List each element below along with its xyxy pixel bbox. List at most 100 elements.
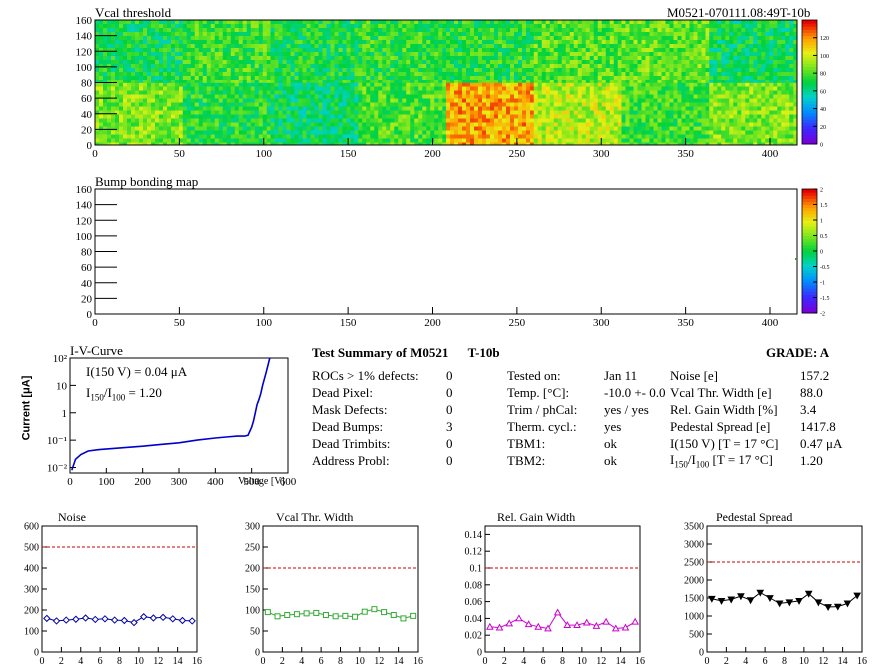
vcal-heatmap-cell — [577, 76, 583, 81]
vcal-heatmap-cell — [577, 106, 583, 111]
vcal-heatmap-cell — [322, 94, 327, 99]
vcal-heatmap-cell — [705, 102, 710, 107]
vcal-heatmap-cell — [677, 142, 682, 146]
vcal-heatmap-cell — [378, 106, 383, 111]
vcal-heatmap-cell — [577, 20, 583, 25]
vcal-heatmap-cell — [637, 102, 642, 107]
vcal-heatmap-cell — [541, 118, 547, 123]
vcal-heatmap-cell — [290, 98, 295, 103]
vcal-heatmap-cell — [206, 106, 212, 111]
vcal-heatmap-cell — [438, 102, 443, 107]
vcal-heatmap-cell — [486, 110, 491, 115]
vcal-heatmap-cell — [474, 134, 479, 139]
vcal-heatmap-cell — [414, 130, 419, 135]
vcal-heatmap-cell — [362, 32, 367, 37]
vcal-heatmap-cell — [553, 28, 559, 33]
vcal-heatmap-cell — [382, 122, 387, 127]
vcal-heatmap-cell — [617, 28, 622, 33]
vcal-heatmap-cell — [306, 130, 311, 135]
vcal-heatmap-cell — [306, 142, 311, 146]
vcal-heatmap-cell — [530, 36, 535, 41]
vcal-heatmap-cell — [115, 82, 120, 87]
vcal-heatmap-cell — [246, 122, 252, 127]
vcal-heatmap-cell — [494, 80, 499, 83]
vcal-heatmap-cell — [246, 110, 252, 115]
vcal-heatmap-cell — [777, 94, 782, 99]
vcal-heatmap-cell — [777, 118, 782, 123]
vcal-heatmap-cell — [510, 134, 515, 139]
vcal-heatmap-cell — [171, 126, 176, 131]
vcal-heatmap-cell — [222, 64, 228, 69]
vcal-heatmap-cell — [326, 126, 331, 131]
vcal-heatmap-cell — [278, 102, 283, 107]
vcal-heatmap-cell — [318, 134, 323, 139]
vcal-heatmap-cell — [625, 28, 630, 33]
vcal-heatmap-cell — [573, 126, 579, 131]
vcal-heatmap-cell — [561, 28, 567, 33]
vcal-heatmap-cell — [689, 82, 694, 87]
vcal-heatmap-cell — [147, 142, 152, 146]
vcal-heatmap-cell — [115, 134, 120, 139]
vcal-heatmap-cell — [314, 130, 319, 135]
vcal-heatmap-cell — [262, 86, 268, 91]
vcal-heatmap-cell — [222, 60, 228, 65]
vcal-heatmap-cell — [214, 28, 220, 33]
vcal-heatmap-cell — [478, 68, 483, 73]
vcal-heatmap-cell — [143, 20, 148, 25]
vcal-heatmap-cell — [262, 76, 268, 81]
vcal-heatmap-cell — [721, 82, 726, 87]
vcal-heatmap-cell — [147, 20, 152, 25]
vcal-heatmap-cell — [238, 142, 244, 146]
vcal-heatmap-cell — [107, 114, 112, 119]
vcal-heatmap-cell — [394, 114, 399, 119]
vcal-heatmap-cell — [681, 28, 686, 33]
vcal-heatmap-cell — [577, 86, 583, 91]
vcal-heatmap-cell — [131, 130, 136, 135]
vcal-heatmap-cell — [577, 114, 583, 119]
vcal-heatmap-cell — [338, 68, 343, 73]
vcal-heatmap-cell — [426, 20, 431, 25]
vcal-heatmap-cell — [147, 90, 152, 95]
vcal-heatmap-cell — [290, 24, 295, 29]
vcal-heatmap-cell — [569, 82, 575, 87]
vcal-heatmap-cell — [673, 24, 678, 29]
vcal-heatmap-cell — [270, 142, 275, 146]
vcal-heatmap-cell — [737, 126, 742, 131]
vcal-heatmap-cell — [649, 28, 654, 33]
vcal-heatmap-cell — [557, 24, 563, 29]
vcal-heatmap-cell — [402, 56, 407, 61]
vcal-heatmap-cell — [326, 110, 331, 115]
vcal-heatmap-cell — [302, 72, 307, 77]
vcal-heatmap-cell — [757, 82, 762, 87]
vcal-heatmap-cell — [486, 64, 491, 69]
vcal-heatmap-cell — [494, 130, 499, 135]
vcal-heatmap-cell — [426, 122, 431, 127]
vcal-heatmap-cell — [186, 102, 192, 107]
vcal-heatmap-cell — [769, 118, 774, 123]
vcal-heatmap-cell — [350, 60, 355, 65]
vcal-heatmap-cell — [430, 86, 435, 91]
vcal-heatmap-cell — [514, 138, 519, 143]
vcal-heatmap-cell — [753, 110, 758, 115]
vcal-heatmap-cell — [561, 86, 567, 91]
vcal-heatmap-cell — [238, 118, 244, 123]
vcal-heatmap-cell — [470, 28, 475, 33]
vcal-heatmap-cell — [761, 102, 766, 107]
vcal-heatmap-cell — [167, 48, 172, 53]
vcal-heatmap-cell — [518, 102, 523, 107]
vcal-heatmap-cell — [745, 134, 750, 139]
vcal-heatmap-cell — [593, 52, 599, 57]
vcal-heatmap-cell — [533, 134, 539, 139]
vcal-heatmap-cell — [422, 90, 427, 95]
vcal-heatmap-cell — [430, 56, 435, 61]
vcal-heatmap-cell — [226, 138, 232, 143]
vcal-heatmap-cell — [103, 44, 108, 49]
vcal-heatmap-cell — [741, 86, 746, 91]
vcal-heatmap-cell — [593, 126, 599, 131]
vcal-heatmap-cell — [238, 98, 244, 103]
vcal-heatmap-cell — [334, 40, 339, 45]
vcal-heatmap-cell — [673, 20, 678, 25]
vcal-heatmap-cell — [314, 24, 319, 29]
vcal-heatmap-cell — [613, 28, 619, 33]
vcal-heatmap-cell — [171, 76, 176, 81]
